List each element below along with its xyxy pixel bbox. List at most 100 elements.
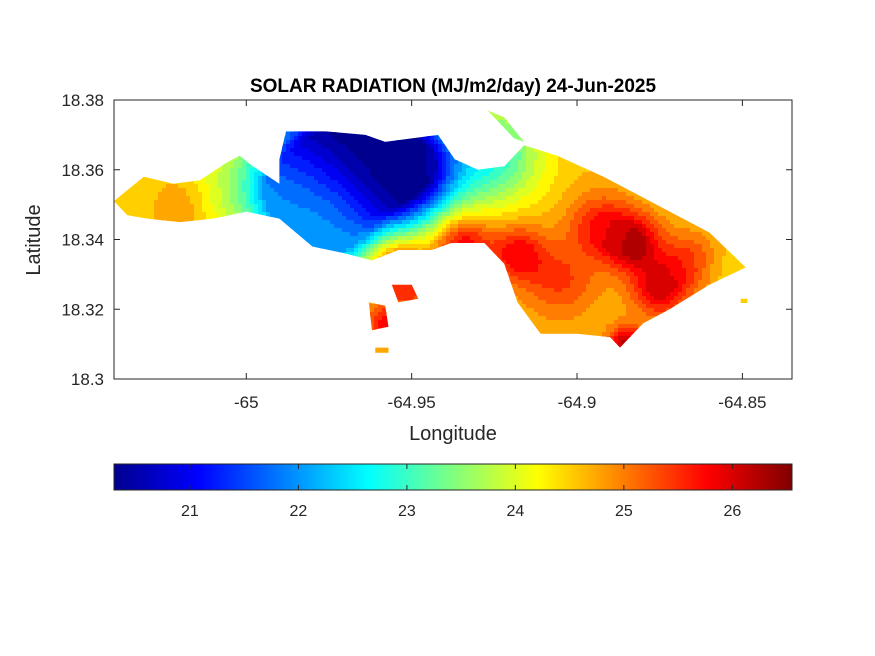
heatmap-cell <box>358 136 363 141</box>
heatmap-cell <box>378 140 383 145</box>
heatmap-cell <box>286 136 291 141</box>
heatmap-cell <box>306 216 311 221</box>
heatmap-cell <box>370 224 375 229</box>
heatmap-cell <box>234 164 239 169</box>
heatmap-cell <box>338 168 343 173</box>
heatmap-cell <box>306 144 311 149</box>
heatmap-cell <box>266 184 271 189</box>
heatmap-cell <box>298 176 303 181</box>
heatmap-cell <box>370 312 375 317</box>
heatmap-cell <box>174 200 179 205</box>
heatmap-cell <box>154 212 159 217</box>
heatmap-cell <box>202 216 207 221</box>
heatmap-cell <box>242 200 247 205</box>
heatmap-cell <box>326 200 331 205</box>
heatmap-cell <box>354 252 359 257</box>
heatmap-cell <box>222 164 227 169</box>
heatmap-cell <box>286 172 291 177</box>
heatmap-cell <box>390 176 395 181</box>
heatmap-cell <box>306 152 311 157</box>
heatmap-cell <box>226 176 231 181</box>
heatmap-cell <box>230 212 235 217</box>
heatmap-cell <box>306 200 311 205</box>
heatmap-cell <box>306 236 311 241</box>
heatmap-cell <box>342 204 347 209</box>
heatmap-cell <box>294 144 299 149</box>
heatmap-cell <box>254 168 259 173</box>
heatmap-cell <box>394 248 399 253</box>
heatmap-cell <box>234 168 239 173</box>
heatmap-cell <box>242 192 247 197</box>
heatmap-cell <box>374 160 379 165</box>
heatmap-cell <box>386 188 391 193</box>
heatmap-cell <box>346 228 351 233</box>
heatmap-cell <box>398 172 403 177</box>
heatmap-cell <box>330 220 335 225</box>
heatmap-cell <box>362 204 367 209</box>
heatmap-cell <box>374 204 379 209</box>
heatmap-cell <box>350 192 355 197</box>
heatmap-cell <box>302 184 307 189</box>
heatmap-cell <box>318 244 323 249</box>
heatmap-cell <box>354 168 359 173</box>
heatmap-cell <box>302 224 307 229</box>
heatmap-cell <box>306 180 311 185</box>
heatmap-cell <box>374 220 379 225</box>
heatmap-cell <box>146 184 151 189</box>
heatmap-cell <box>314 136 319 141</box>
heatmap-cell <box>286 168 291 173</box>
heatmap-cell <box>334 208 339 213</box>
heatmap-cell <box>382 248 387 253</box>
heatmap-cell <box>298 228 303 233</box>
heatmap-cell <box>346 240 351 245</box>
heatmap-cell <box>326 240 331 245</box>
heatmap-cell <box>282 160 287 165</box>
heatmap-cell <box>122 204 127 209</box>
heatmap-cell <box>246 208 251 213</box>
heatmap-cell <box>282 204 287 209</box>
heatmap-cell <box>362 228 367 233</box>
heatmap-cell <box>362 200 367 205</box>
heatmap-cell <box>350 148 355 153</box>
heatmap-cell <box>346 168 351 173</box>
heatmap-cell <box>138 180 143 185</box>
heatmap-cell <box>270 212 275 217</box>
heatmap-cell <box>134 196 139 201</box>
heatmap-cell <box>366 208 371 213</box>
heatmap-cell <box>334 240 339 245</box>
heatmap-cell <box>334 180 339 185</box>
heatmap-cell <box>242 160 247 165</box>
heatmap-cell <box>358 208 363 213</box>
heatmap-cell <box>150 200 155 205</box>
heatmap-cell <box>338 236 343 241</box>
heatmap-cell <box>262 188 267 193</box>
heatmap-cell <box>386 152 391 157</box>
heatmap-cell <box>334 244 339 249</box>
heatmap-cell <box>298 184 303 189</box>
heatmap-cell <box>294 204 299 209</box>
heatmap-cell <box>266 196 271 201</box>
heatmap-cell <box>382 312 387 317</box>
heatmap-cell <box>338 140 343 145</box>
heatmap-cell <box>250 200 255 205</box>
heatmap-cell <box>170 216 175 221</box>
heatmap-cell <box>222 208 227 213</box>
heatmap-cell <box>386 148 391 153</box>
heatmap-cell <box>298 188 303 193</box>
heatmap-cell <box>334 188 339 193</box>
heatmap-cell <box>330 140 335 145</box>
heatmap-cell <box>386 196 391 201</box>
heatmap-cell <box>350 176 355 181</box>
heatmap-cell <box>370 228 375 233</box>
heatmap-cell <box>358 224 363 229</box>
heatmap-cell <box>154 180 159 185</box>
heatmap-cell <box>322 144 327 149</box>
heatmap-cell <box>158 188 163 193</box>
heatmap-cell <box>358 188 363 193</box>
heatmap-cell <box>366 172 371 177</box>
heatmap-cell <box>122 192 127 197</box>
heatmap-cell <box>218 172 223 177</box>
heatmap-cell <box>390 248 395 253</box>
heatmap-cell <box>382 188 387 193</box>
heatmap-cell <box>330 196 335 201</box>
